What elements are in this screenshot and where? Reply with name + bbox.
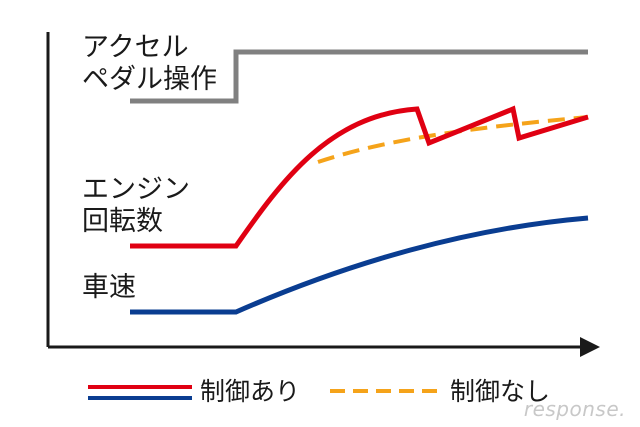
legend-with-control-label: 制御あり [200, 377, 301, 406]
engine-rpm-uncontrolled-line [317, 115, 589, 164]
x-axis-arrowhead [580, 337, 600, 357]
legend-controlled-swatch [88, 385, 192, 400]
watermark-logo: response. [523, 397, 626, 421]
accel-pedal-label-line2: ペダル操作 [82, 64, 217, 95]
pedal-operation-line [130, 49, 588, 104]
vehicle-speed-label: 車速 [82, 272, 136, 303]
engine-rpm-controlled-line [130, 105, 589, 249]
engine-rpm-label-line2: 回転数 [82, 206, 163, 237]
engine-rpm-label-line1: エンジン [82, 174, 190, 205]
legend-without-control-label: 制御なし [450, 377, 551, 406]
accel-pedal-label-line1: アクセル [82, 32, 189, 63]
vehicle-speed-line [130, 215, 589, 315]
